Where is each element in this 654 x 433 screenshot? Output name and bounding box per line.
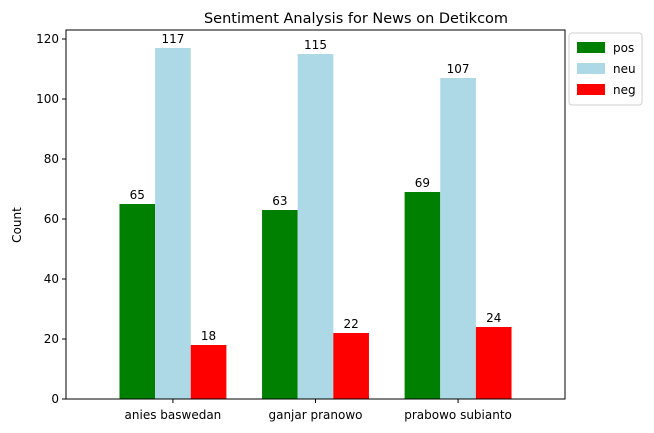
bar-neu-1 <box>297 54 334 399</box>
data-label-neu-1: 115 <box>304 38 327 52</box>
data-label-neg-1: 22 <box>344 317 359 331</box>
y-tick-label-5: 100 <box>36 92 59 106</box>
legend-label-pos: pos <box>613 41 634 55</box>
legend-swatch-neg <box>577 84 605 95</box>
y-tick-label-1: 20 <box>44 332 59 346</box>
y-axis: 0 20 40 60 80 100 120 <box>36 32 66 406</box>
legend-swatch-pos <box>577 42 605 53</box>
data-label-neg-2: 24 <box>486 311 501 325</box>
y-tick-label-6: 120 <box>36 32 59 46</box>
bar-neu-2 <box>440 78 476 399</box>
x-tick-label-0: anies baswedan <box>125 408 222 422</box>
bar-neu-0 <box>155 48 191 399</box>
data-label-neu-2: 107 <box>447 62 470 76</box>
y-tick-label-2: 40 <box>44 272 59 286</box>
data-label-pos-2: 69 <box>415 176 430 190</box>
legend-label-neu: neu <box>613 62 636 76</box>
y-tick-label-4: 80 <box>44 152 59 166</box>
legend-label-neg: neg <box>613 83 636 97</box>
y-tick-label-0: 0 <box>51 392 59 406</box>
data-label-neu-0: 117 <box>161 32 184 46</box>
bar-labels-group: 65 117 18 63 115 22 69 107 24 <box>130 32 502 343</box>
bars-group <box>119 48 512 399</box>
x-tick-label-2: prabowo subianto <box>404 408 512 422</box>
legend: pos neu neg <box>568 32 643 106</box>
y-tick-label-3: 60 <box>44 212 59 226</box>
chart-title: Sentiment Analysis for News on Detikcom <box>204 11 508 27</box>
data-label-pos-1: 63 <box>272 194 287 208</box>
bar-neg-2 <box>475 327 512 399</box>
bar-pos-2 <box>404 192 441 399</box>
bar-neg-0 <box>190 345 227 399</box>
y-axis-label: Count <box>10 207 24 243</box>
plot-frame <box>65 29 566 400</box>
data-label-neg-0: 18 <box>201 329 216 343</box>
data-label-pos-0: 65 <box>130 188 145 202</box>
x-axis: anies baswedan ganjar pranowo prabowo subi… <box>125 399 512 422</box>
legend-swatch-neu <box>577 63 605 74</box>
bar-pos-1 <box>262 210 298 399</box>
x-tick-label-1: ganjar pranowo <box>268 408 362 422</box>
bar-pos-0 <box>119 204 156 399</box>
bar-neg-1 <box>333 333 369 399</box>
